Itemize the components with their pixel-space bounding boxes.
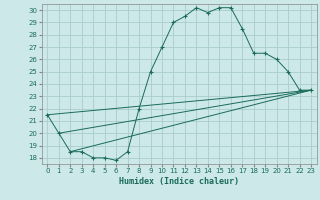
X-axis label: Humidex (Indice chaleur): Humidex (Indice chaleur) — [119, 177, 239, 186]
